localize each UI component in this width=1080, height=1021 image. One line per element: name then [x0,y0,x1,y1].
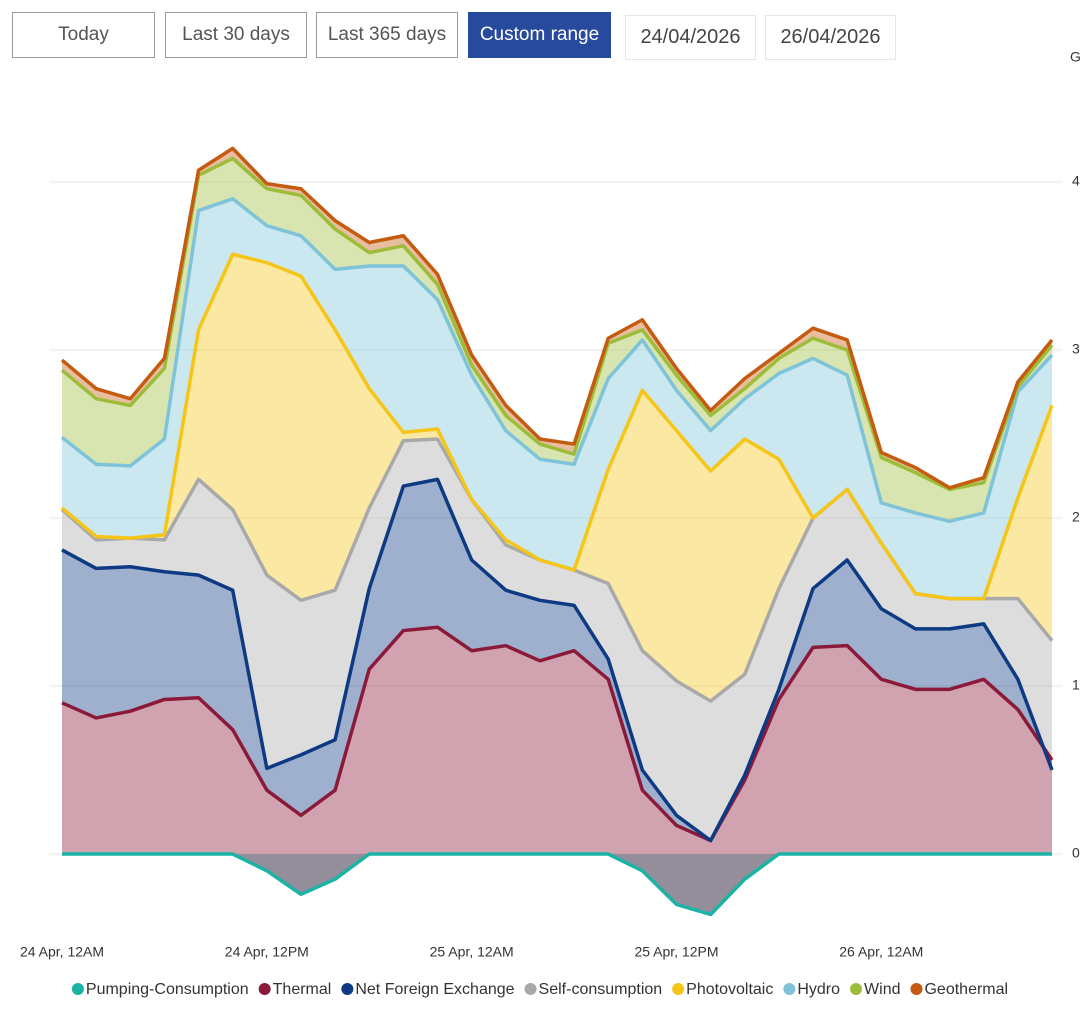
legend-label: Pumping-Consumption [86,981,249,998]
legend-label: Self-consumption [539,981,663,998]
legend-marker [783,983,796,995]
date-input[interactable]: 24/04/2026 [625,15,756,60]
legend-marker [672,983,685,995]
legend-label: Thermal [273,981,332,998]
range-button[interactable]: Today [12,12,155,58]
legend-marker [910,983,923,995]
y-tick-label: 0 [1072,845,1080,861]
legend-item[interactable]: Hydro [783,981,840,998]
legend-item[interactable]: Pumping-Consumption [71,981,249,998]
series-line [61,477,1054,843]
series-line [60,197,1054,524]
date-input[interactable]: 26/04/2026 [765,15,896,60]
legend-item[interactable]: Thermal [258,981,332,998]
range-button[interactable]: Last 30 days [165,12,307,58]
area-fill [62,627,1052,854]
range-button[interactable]: Last 365 days [316,12,458,58]
area-fill [62,254,1052,702]
legend-item[interactable]: Net Foreign Exchange [341,981,515,998]
legend-marker [258,983,271,995]
y-tick-label: 1 [1072,677,1080,693]
legend-item[interactable]: Self-consumption [524,981,663,998]
legend-label: Hydro [797,981,840,998]
y-tick-label: 2 [1072,509,1080,525]
legend-item[interactable]: Wind [850,981,900,998]
x-tick-label: 24 Apr, 12PM [225,944,309,960]
series-line [60,156,1054,492]
legend-label: Photovoltaic [686,981,773,998]
range-button[interactable]: Custom range [468,12,611,58]
y-axis-label: G [1070,49,1080,65]
y-tick-label: 3 [1072,341,1080,357]
series-line [60,146,1054,490]
legend-item[interactable]: Geothermal [910,981,1008,998]
area-fill [62,198,1052,599]
legend-label: Net Foreign Exchange [355,981,514,998]
legend-marker [341,983,354,995]
y-tick-label: 4 [1072,173,1080,189]
series-line [62,852,1052,917]
x-tick-label: 25 Apr, 12PM [634,944,718,960]
legend-label: Wind [864,981,900,998]
series-line [61,625,1054,843]
legend-item[interactable]: Photovoltaic [672,981,773,998]
legend-label: Geothermal [924,981,1008,998]
x-tick-label: 25 Apr, 12AM [430,944,514,960]
x-tick-label: 24 Apr, 12AM [20,944,104,960]
legend-marker [524,983,537,995]
legend-marker [71,983,84,995]
x-tick-label: 26 Apr, 12AM [839,944,923,960]
legend-marker [850,983,863,995]
area-fill [62,854,1052,915]
legend: Pumping-Consumption Thermal Net Foreign Ex… [71,981,1008,998]
series-line [60,252,1054,601]
